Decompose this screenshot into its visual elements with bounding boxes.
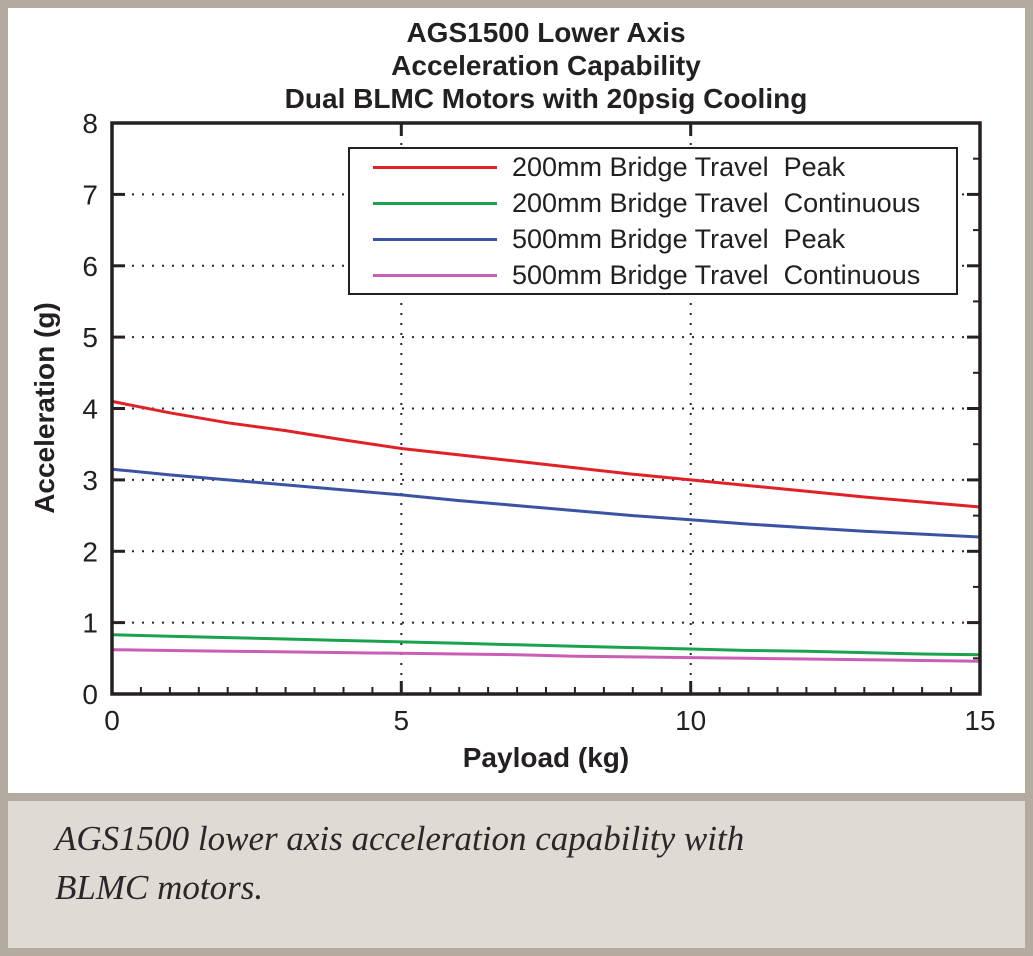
legend-row: 200mm Bridge Travel Peak bbox=[350, 149, 956, 185]
chart-canvas: 0 5 10 15 0 1 2 3 4 5 6 7 8 bbox=[82, 108, 995, 736]
y-tick-label: 2 bbox=[82, 536, 98, 567]
legend-row: 500mm Bridge Travel Continuous bbox=[350, 257, 956, 293]
y-tick-label: 6 bbox=[82, 251, 98, 282]
figure-caption: AGS1500 lower axis acceleration capabili… bbox=[55, 819, 745, 907]
x-axis-label: Payload (kg) bbox=[462, 742, 630, 773]
legend-row: 500mm Bridge Travel Peak bbox=[350, 221, 956, 257]
legend: 200mm Bridge Travel Peak 200mm Bridge Tra… bbox=[348, 147, 958, 295]
legend-line-swatch bbox=[373, 237, 497, 241]
chart-title-line-1: AGS1500 Lower Axis bbox=[406, 17, 686, 48]
y-tick-label: 4 bbox=[82, 394, 98, 425]
legend-label: 500mm Bridge Travel Continuous bbox=[512, 259, 921, 290]
y-axis-label: Acceleration (g) bbox=[29, 302, 60, 514]
legend-label: 500mm Bridge Travel Peak bbox=[512, 223, 846, 254]
y-tick-label: 7 bbox=[82, 179, 98, 210]
y-tick-label: 5 bbox=[82, 322, 98, 353]
chart-panel bbox=[8, 8, 1025, 793]
x-tick-label: 0 bbox=[104, 705, 120, 736]
y-tick-label: 3 bbox=[82, 465, 98, 496]
x-tick-label: 5 bbox=[394, 705, 410, 736]
chart-title-line-3: Dual BLMC Motors with 20psig Cooling bbox=[284, 83, 808, 114]
y-tick-label: 0 bbox=[82, 679, 98, 710]
legend-label: 200mm Bridge Travel Continuous bbox=[512, 187, 921, 218]
legend-line-swatch bbox=[373, 165, 497, 169]
legend-line-swatch bbox=[373, 273, 497, 277]
y-tick-label: 8 bbox=[82, 108, 98, 139]
legend-line-swatch bbox=[373, 201, 497, 205]
caption-panel bbox=[8, 801, 1025, 948]
legend-row: 200mm Bridge Travel Continuous bbox=[350, 185, 956, 221]
x-tick-label: 15 bbox=[964, 705, 995, 736]
legend-label: 200mm Bridge Travel Peak bbox=[512, 151, 846, 182]
chart-title: AGS1500 Lower Axis Acceleration Capabili… bbox=[112, 16, 980, 115]
y-tick-label: 1 bbox=[82, 608, 98, 639]
x-tick-label: 10 bbox=[675, 705, 706, 736]
chart-title-line-2: Acceleration Capability bbox=[391, 50, 701, 81]
